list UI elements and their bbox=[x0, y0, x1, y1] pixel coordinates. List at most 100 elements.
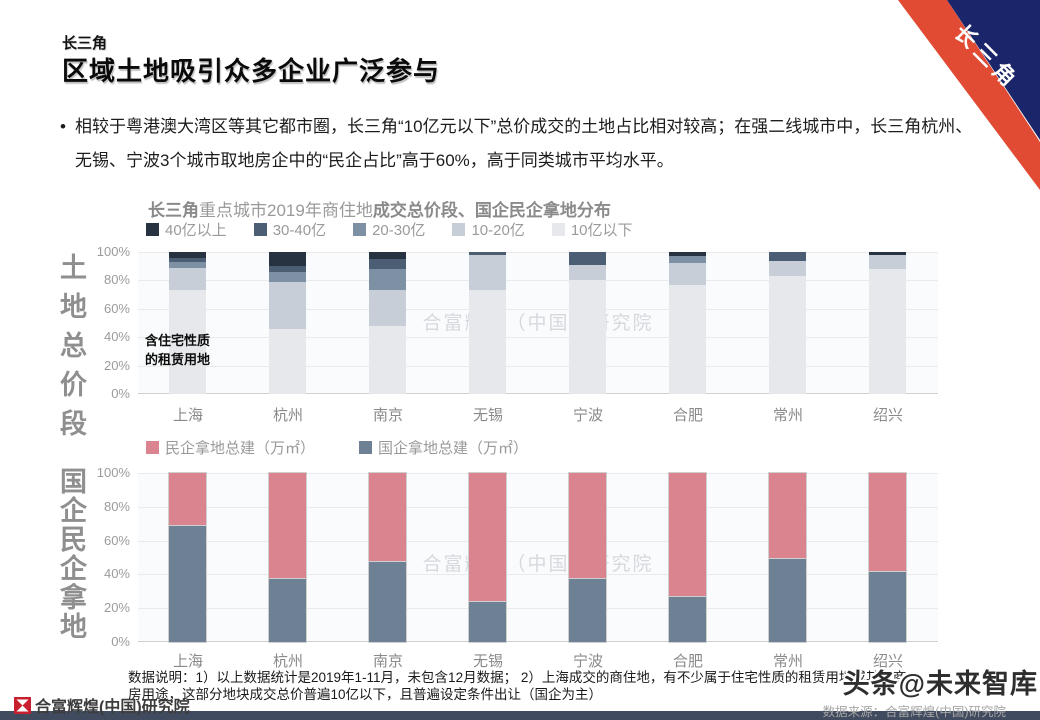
gridline bbox=[138, 473, 938, 474]
bar-杭州 bbox=[269, 473, 306, 642]
bar-南京 bbox=[369, 473, 406, 642]
bar-segment bbox=[769, 557, 806, 642]
bar-segment bbox=[869, 473, 906, 572]
x-axis-category-label: 上海 bbox=[172, 407, 203, 424]
x-axis-category-label: 杭州 bbox=[272, 407, 303, 424]
chart1-watermark: 合富辉煌（中国）研究院 bbox=[422, 313, 654, 334]
price-band-legend: 40亿以上 30-40亿 20-30亿 10-20亿 10亿以下 bbox=[146, 219, 633, 240]
chart-title-middle: 重点城市2019年商住地 bbox=[199, 201, 373, 220]
bar-segment bbox=[469, 473, 506, 602]
legend-label: 30-40亿 bbox=[272, 222, 327, 239]
bar-杭州 bbox=[269, 252, 306, 394]
x-axis-category-label: 南京 bbox=[372, 407, 403, 424]
y-axis-tick-label: 60% bbox=[103, 532, 130, 548]
bar-segment bbox=[169, 267, 206, 291]
bar-segment bbox=[269, 271, 306, 282]
legend-swatch bbox=[359, 441, 373, 454]
legend-swatch bbox=[353, 223, 367, 236]
x-axis-category-label: 杭州 bbox=[272, 653, 303, 670]
chart2-axis-title: 国企民企拿地 bbox=[56, 467, 86, 641]
gridline bbox=[138, 574, 938, 576]
legend-swatch bbox=[146, 223, 159, 236]
legend-swatch bbox=[551, 223, 565, 236]
legend-item: 40亿以上 bbox=[146, 219, 227, 240]
bar-segment bbox=[769, 252, 806, 261]
summary-text: 相较于粤港澳大湾区等其它都市圈，长三角“10亿元以下”总价成交的土地占比相对较高… bbox=[75, 117, 973, 170]
y-axis-tick-label: 100% bbox=[96, 244, 130, 259]
legend-label: 国企拿地总建（万㎡） bbox=[378, 440, 529, 457]
bar-segment bbox=[569, 473, 606, 578]
bar-segment bbox=[269, 252, 306, 267]
bar-segment bbox=[169, 290, 206, 394]
bar-segment bbox=[569, 577, 606, 642]
page-kicker: 长三角 bbox=[62, 35, 108, 52]
bar-segment bbox=[169, 257, 206, 262]
bar-segment bbox=[669, 256, 706, 264]
hefu-logo-icon bbox=[14, 696, 31, 714]
bar-segment bbox=[669, 284, 706, 394]
gridline bbox=[138, 506, 938, 508]
bar-上海 bbox=[169, 252, 206, 394]
bar-segment bbox=[169, 525, 206, 642]
y-axis-tick-label: 20% bbox=[103, 600, 130, 616]
bar-segment bbox=[169, 473, 206, 526]
data-note-line1: 数据说明：1）以上数据统计是2019年1-11月，未包含12月数据； 2）上海成… bbox=[128, 670, 907, 685]
gridline bbox=[138, 365, 938, 367]
hefu-logo-text: 合富辉煌(中国)研究院 bbox=[35, 699, 190, 716]
legend-item: 10亿以下 bbox=[551, 219, 633, 240]
y-axis-tick-label: 60% bbox=[103, 300, 130, 316]
bar-上海 bbox=[169, 473, 206, 642]
chart2-watermark: 合富辉煌（中国）研究院 bbox=[422, 554, 654, 575]
gridline bbox=[138, 337, 938, 339]
toutiao-watermark: 头条@未来智库 bbox=[842, 669, 1038, 699]
bar-segment bbox=[469, 254, 506, 291]
chart-title-region: 长三角 bbox=[148, 201, 199, 220]
bar-segment bbox=[369, 325, 406, 394]
bar-segment bbox=[269, 473, 306, 578]
x-axis-category-label: 绍兴 bbox=[872, 653, 903, 670]
bar-segment bbox=[769, 473, 806, 558]
legend-label: 10亿以下 bbox=[570, 222, 633, 239]
data-note-line2: 房用途，这部分地块成交总价普遍10亿以下，且普遍设定条件出让（国企为主） bbox=[128, 687, 603, 702]
gridline bbox=[138, 280, 938, 282]
bar-segment bbox=[769, 260, 806, 277]
enterprise-share-chart: 合富辉煌（中国）研究院 bbox=[138, 473, 938, 642]
corner-ribbon: 长三角 bbox=[840, 0, 1040, 200]
bar-合肥 bbox=[669, 252, 706, 394]
bar-segment bbox=[269, 266, 306, 272]
bar-segment bbox=[169, 252, 206, 258]
x-axis-category-label: 合肥 bbox=[672, 407, 703, 424]
x-axis-category-label: 上海 bbox=[172, 653, 203, 670]
x-axis-category-label: 宁波 bbox=[572, 653, 603, 670]
bar-无锡 bbox=[469, 252, 506, 394]
y-axis-tick-label: 0% bbox=[111, 634, 130, 649]
bar-绍兴 bbox=[869, 473, 906, 642]
bar-segment bbox=[369, 473, 406, 561]
bar-segment bbox=[369, 252, 406, 260]
bar-segment bbox=[669, 596, 706, 642]
x-axis-category-label: 常州 bbox=[772, 407, 803, 424]
bar-segment bbox=[669, 252, 706, 257]
price-band-chart: 合富辉煌（中国）研究院 bbox=[138, 252, 938, 394]
summary-paragraph: • 相较于粤港澳大湾区等其它都市圈，长三角“10亿元以下”总价成交的土地占比相对… bbox=[60, 110, 977, 178]
legend-item: 20-30亿 bbox=[353, 219, 425, 240]
bar-segment bbox=[769, 276, 806, 394]
bullet-dot: • bbox=[60, 117, 66, 136]
x-axis-category-label: 绍兴 bbox=[872, 407, 903, 424]
legend-item: 国企拿地总建（万㎡） bbox=[359, 437, 528, 458]
x-axis-category-label: 合肥 bbox=[672, 653, 703, 670]
bar-绍兴 bbox=[869, 252, 906, 394]
legend-item: 10-20亿 bbox=[452, 219, 525, 240]
bar-segment bbox=[269, 328, 306, 394]
chart1-y-axis: 0% 20% 40% 60% 80% 100% bbox=[88, 244, 134, 401]
shanghai-annotation: 含住宅性质 的租赁用地 bbox=[145, 333, 211, 367]
bar-宁波 bbox=[569, 252, 606, 394]
y-axis-tick-label: 40% bbox=[103, 566, 130, 582]
x-axis-category-label: 南京 bbox=[372, 653, 403, 670]
legend-item: 30-40亿 bbox=[253, 219, 327, 240]
legend-swatch bbox=[253, 223, 267, 236]
gridline bbox=[138, 641, 938, 642]
bar-segment bbox=[569, 264, 606, 281]
bar-segment bbox=[469, 252, 506, 255]
bar-无锡 bbox=[469, 473, 506, 642]
